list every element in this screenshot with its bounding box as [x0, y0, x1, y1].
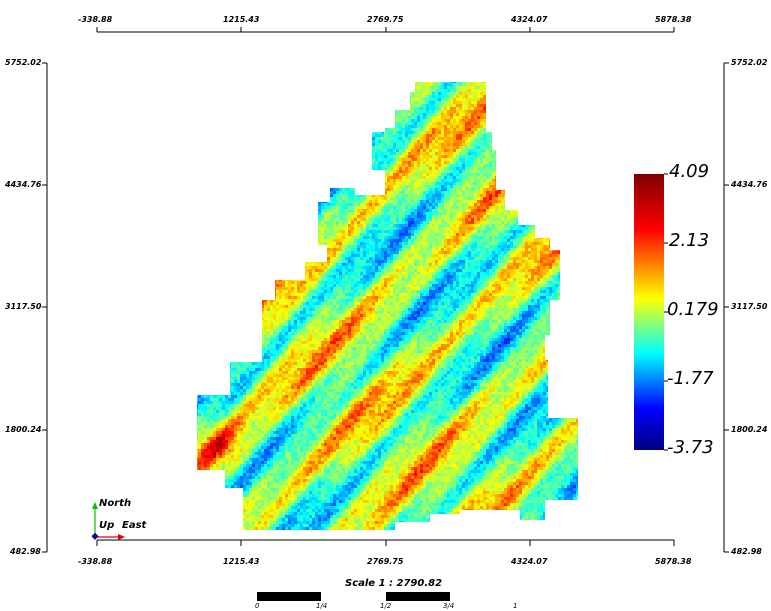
y-tick-label-right: 1800.24 — [731, 425, 768, 434]
y-tick-label-right: 5752.02 — [731, 58, 768, 67]
colorbar-ticks — [664, 173, 668, 451]
x-tick-label-top: 2769.75 — [367, 15, 404, 24]
x-tick-label-top: 4324.07 — [511, 15, 548, 24]
y-tick-label-left: 482.98 — [10, 547, 41, 556]
colorbar-label: 0.179 — [667, 299, 719, 320]
scalebar-label: 3/4 — [443, 602, 455, 610]
y-tick-label-left: 4434.76 — [5, 180, 42, 189]
x-tick-label-bottom: 1215.43 — [223, 557, 260, 566]
y-tick-label-right: 4434.76 — [731, 180, 768, 189]
x-tick-label-bottom: 5878.38 — [655, 557, 692, 566]
y-tick-label-left: 3117.50 — [5, 302, 42, 311]
y-tick-label-left: 5752.02 — [5, 58, 42, 67]
scalebar-label: 1 — [513, 602, 518, 610]
y-tick-label-left: 1800.24 — [5, 425, 42, 434]
top-axis — [96, 27, 675, 33]
compass-east-label: East — [122, 520, 147, 531]
compass-north-label: North — [99, 498, 132, 509]
scale-ratio-text: Scale 1 : 2790.82 — [345, 578, 443, 589]
scalebar-label: 0 — [255, 602, 260, 610]
y-tick-label-right: 3117.50 — [731, 302, 768, 311]
colorbar-label: -1.77 — [667, 368, 714, 389]
x-tick-label-bottom: 4324.07 — [511, 557, 548, 566]
compass-up-label: Up — [99, 520, 115, 531]
y-tick-label-right: 482.98 — [731, 547, 762, 556]
left-axis — [42, 62, 48, 553]
colorbar-label: 2.13 — [669, 230, 710, 251]
scalebar-label: 1/4 — [316, 602, 328, 610]
x-tick-label-bottom: -338.88 — [78, 557, 113, 566]
bottom-axis — [96, 539, 675, 546]
property-field-raster[interactable] — [195, 80, 582, 533]
scale-bar — [257, 592, 515, 601]
colorbar — [634, 174, 664, 450]
right-axis — [723, 62, 729, 553]
x-tick-label-top: 1215.43 — [223, 15, 260, 24]
colorbar-label-min: -3.73 — [667, 437, 714, 458]
x-tick-label-top: -338.88 — [78, 15, 113, 24]
x-tick-label-bottom: 2769.75 — [367, 557, 404, 566]
scalebar-label: 1/2 — [380, 602, 392, 610]
colorbar-label-max: 4.09 — [669, 161, 710, 182]
x-tick-label-top: 5878.38 — [655, 15, 692, 24]
orientation-axes — [91, 502, 125, 540]
